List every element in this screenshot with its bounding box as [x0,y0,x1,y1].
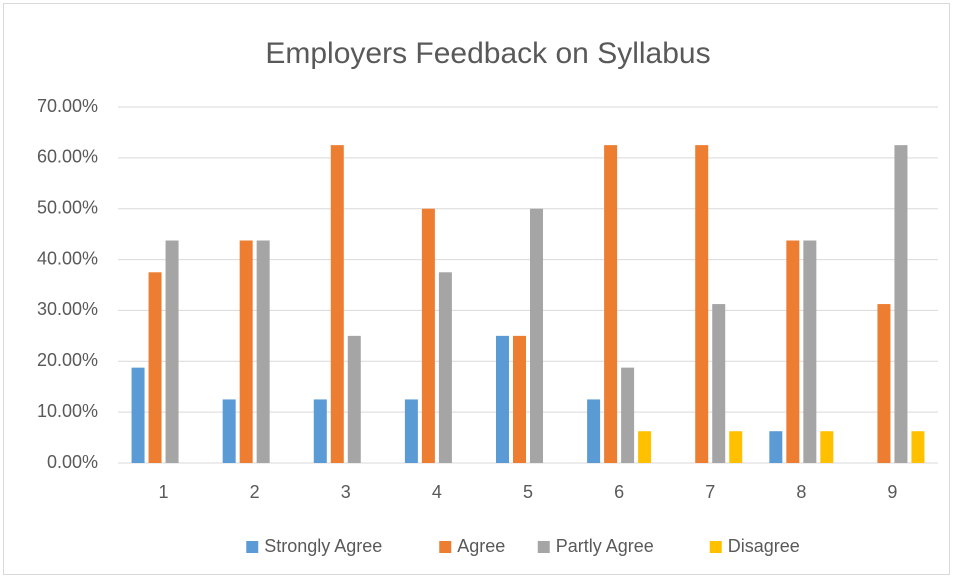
bar [496,335,509,463]
legend-swatch [537,541,550,553]
bar [530,208,543,463]
bar [729,431,743,463]
legend-label: Partly Agree [556,536,654,556]
bar [786,240,800,463]
bar [604,145,618,463]
legend-label: Agree [457,536,505,556]
bar [712,304,726,463]
x-tick-label: 7 [705,482,715,502]
bar [803,240,817,463]
bar [438,272,452,463]
bar [347,335,361,463]
legend-label: Strongly Agree [264,536,382,556]
chart-title: Employers Feedback on Syllabus [265,37,710,70]
bar [256,240,270,463]
bar [587,399,601,463]
y-tick-label: 10.00% [37,401,98,421]
bar [820,431,834,463]
x-tick-label: 1 [159,482,169,502]
bar [421,208,435,463]
y-tick-label: 40.00% [37,248,98,268]
y-tick-label: 60.00% [37,147,98,167]
legend-swatch [709,541,722,553]
legend-swatch [439,541,452,553]
y-tick-label: 20.00% [37,350,98,370]
x-tick-label: 2 [250,482,260,502]
bar [894,145,908,463]
bar [877,304,891,463]
x-tick-label: 9 [887,482,897,502]
bar [148,272,162,463]
bar [695,145,709,463]
bar [313,399,327,463]
bar [222,399,236,463]
x-tick-label: 8 [796,482,806,502]
bar [404,399,418,463]
x-tick-label: 3 [341,482,351,502]
y-tick-label: 0.00% [47,452,98,472]
legend-swatch [246,541,259,553]
bar [165,240,179,463]
bar [638,431,652,463]
x-tick-label: 6 [614,482,624,502]
bar [239,240,253,463]
bar [621,367,635,463]
legend-label: Disagree [728,536,800,556]
y-tick-label: 50.00% [37,197,98,217]
x-tick-label: 5 [523,482,533,502]
y-tick-label: 70.00% [37,96,98,116]
bar [769,431,783,463]
y-tick-label: 30.00% [37,299,98,319]
x-tick-label: 4 [432,482,442,502]
bar [513,335,526,463]
bar [131,367,145,463]
bar [911,431,925,463]
bar [330,145,344,463]
